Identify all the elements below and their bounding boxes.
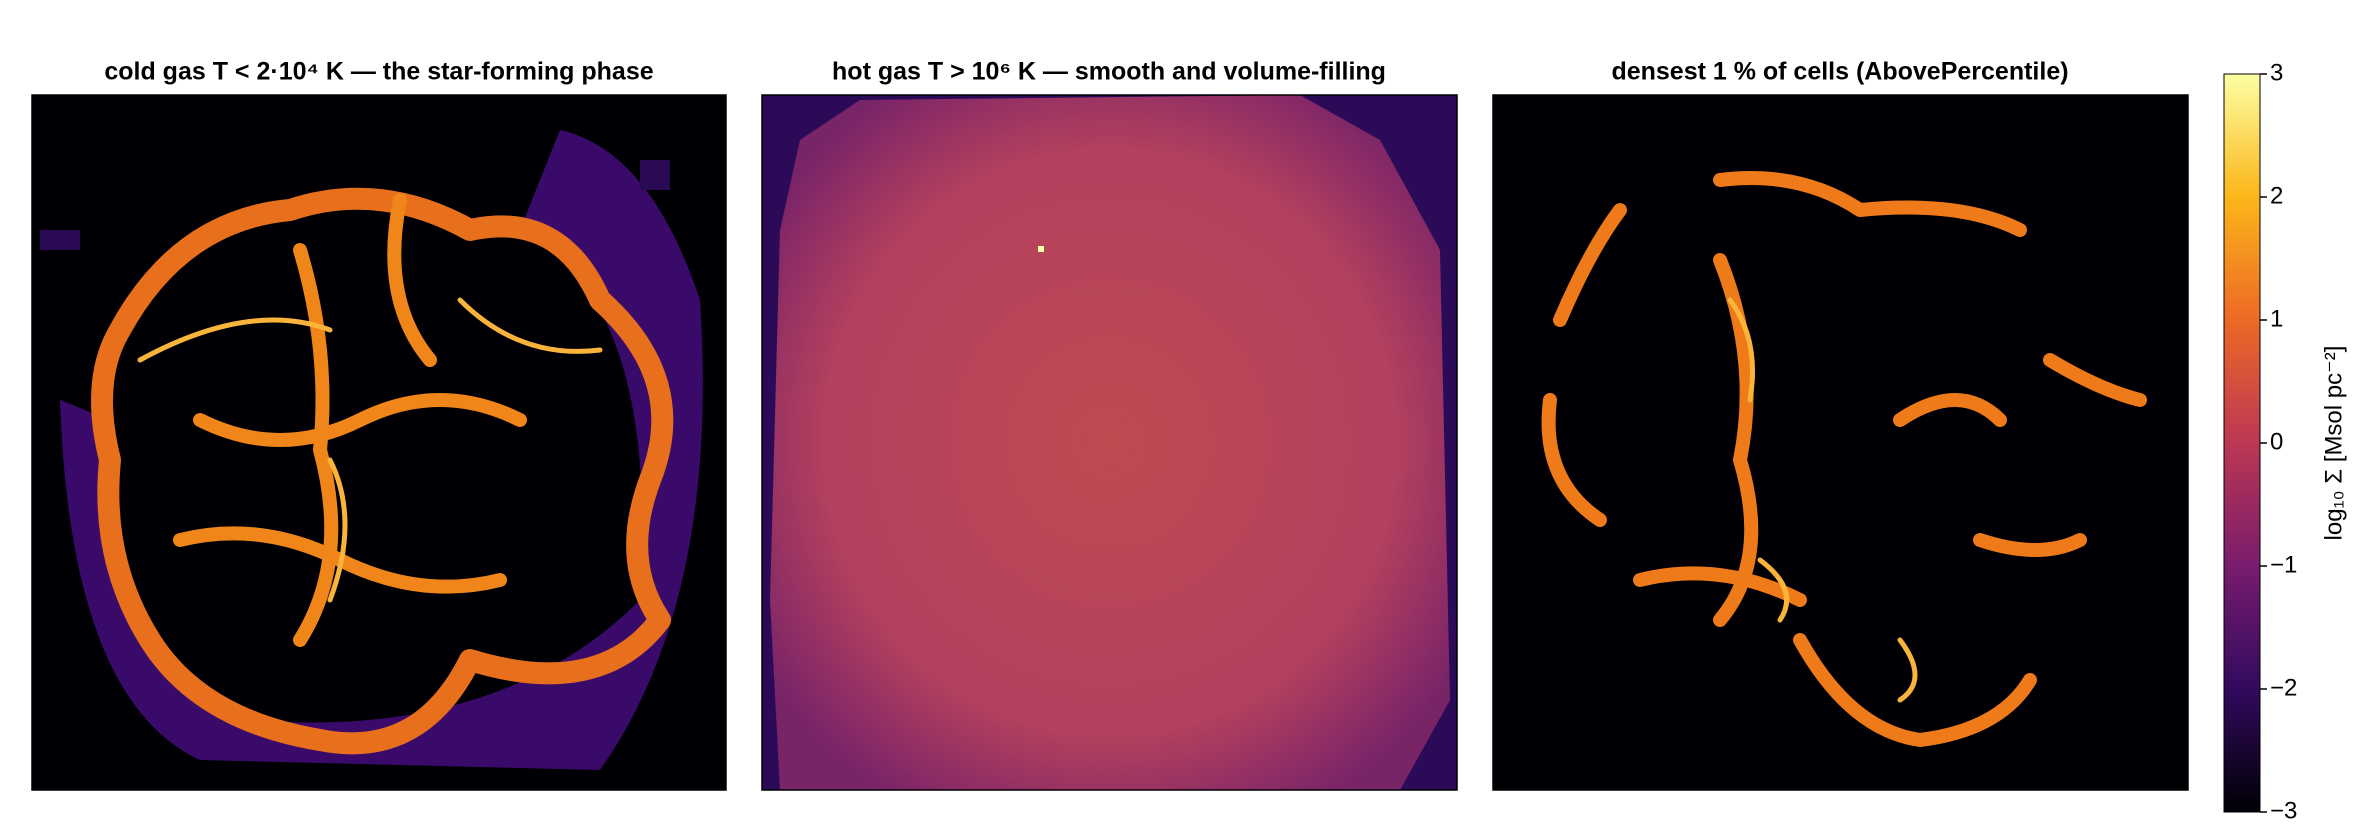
panel-title: hot gas T > 10⁶ K — smooth and volume-fi…	[832, 58, 1386, 86]
panel-title: densest 1 % of cells (AbovePercentile)	[1611, 58, 2068, 86]
colorbar-tick-label: 1	[2270, 305, 2283, 332]
colorbar-tick-label: −1	[2270, 551, 2297, 578]
hot-gas-image	[762, 95, 1457, 790]
colorbar-tick-label: 3	[2270, 59, 2283, 86]
colorbar	[2223, 73, 2261, 813]
cold-gas-image	[32, 95, 726, 790]
panel-title: cold gas T < 2·10⁴ K — the star-forming …	[104, 58, 653, 86]
colorbar-tick-label: −2	[2270, 674, 2297, 701]
densest-cells-image	[1493, 95, 2188, 790]
colorbar-tick-label: 0	[2270, 428, 2283, 455]
colorbar-label: log₁₀ Σ [Msol pc⁻²]	[2320, 346, 2347, 541]
colorbar-tick-label: 2	[2270, 182, 2283, 209]
colorbar-tick-label: −3	[2270, 797, 2297, 824]
